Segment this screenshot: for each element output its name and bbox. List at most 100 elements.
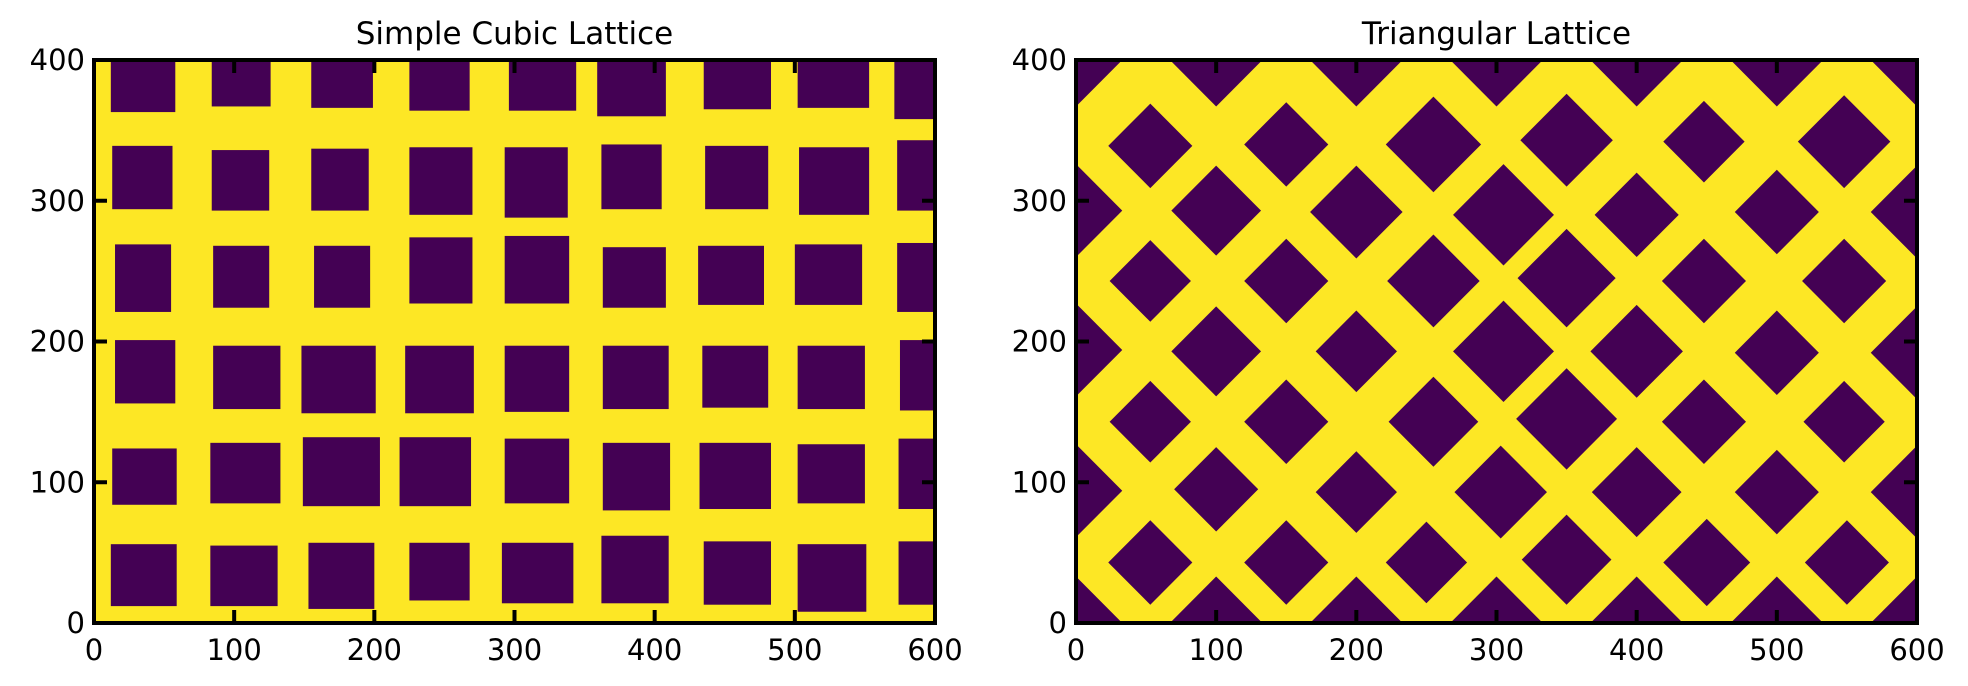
lattice-cell xyxy=(1590,60,1683,107)
lattice-cell xyxy=(311,148,369,211)
lattice-cell xyxy=(898,541,935,605)
lattice-cell xyxy=(897,242,935,312)
lattice-cell xyxy=(1109,380,1191,463)
lattice-cell xyxy=(409,237,473,304)
lattice-cell xyxy=(1171,165,1262,256)
lattice-cells xyxy=(110,60,935,612)
lattice-cell xyxy=(1661,379,1746,464)
lattice-cell xyxy=(1244,238,1329,324)
lattice-cell xyxy=(1734,310,1819,395)
lattice-cell xyxy=(1730,60,1824,107)
lattice-cell xyxy=(1450,576,1543,623)
lattice-cell xyxy=(1870,306,1917,400)
lattice-cell xyxy=(1310,576,1403,623)
lattice-cell xyxy=(508,60,577,111)
lattice-cell xyxy=(797,60,870,108)
x-tick-label: 300 xyxy=(1469,633,1524,667)
lattice-cell xyxy=(213,345,281,410)
lattice-cell xyxy=(1517,228,1616,328)
lattice-cell xyxy=(504,147,568,218)
lattice-cell xyxy=(601,535,669,604)
chart-title: Triangular Lattice xyxy=(1361,16,1631,52)
x-tick-label: 100 xyxy=(1188,633,1243,667)
y-tick-label: 0 xyxy=(67,606,85,640)
lattice-cell xyxy=(504,345,570,412)
lattice-cell xyxy=(308,542,375,609)
lattice-cell xyxy=(1076,164,1123,258)
lattice-cell xyxy=(1453,164,1554,266)
lattice-cell xyxy=(504,438,570,504)
lattice-cell xyxy=(311,60,373,108)
lattice-cell xyxy=(115,340,176,404)
x-tick-label: 0 xyxy=(85,633,103,667)
lattice-cell xyxy=(504,235,570,304)
lattice-cell xyxy=(210,442,281,504)
lattice-background xyxy=(94,60,935,623)
x-tick-label: 0 xyxy=(1067,633,1085,667)
lattice-cell xyxy=(210,545,278,607)
lattice-cell xyxy=(601,144,662,210)
panel-simple-cubic: 0 100 200 300 400 500 600 0 100 200 300 400 Simple C… xyxy=(30,16,963,667)
y-tick-label: 400 xyxy=(30,43,85,77)
lattice-cell xyxy=(1521,514,1612,605)
lattice-cell xyxy=(1109,240,1191,322)
lattice-cell xyxy=(1388,376,1479,467)
lattice-cell xyxy=(797,345,865,410)
lattice-cell xyxy=(1870,445,1917,539)
lattice-cell xyxy=(1108,103,1193,189)
lattice-cell xyxy=(213,245,270,308)
lattice-cell xyxy=(1171,306,1262,397)
lattice-cell xyxy=(799,147,870,215)
lattice-cell xyxy=(1590,304,1683,398)
lattice-cell xyxy=(211,150,270,211)
x-tick-label: 200 xyxy=(347,633,402,667)
lattice-cell xyxy=(797,544,867,612)
lattice-cell xyxy=(1169,576,1263,623)
lattice-cell xyxy=(1516,368,1618,470)
lattice-cells xyxy=(1076,60,1917,623)
lattice-cell xyxy=(898,438,935,509)
lattice-cell xyxy=(302,437,380,507)
lattice-cell xyxy=(112,145,173,210)
y-tick-label: 300 xyxy=(1012,184,1067,218)
lattice-cell xyxy=(115,244,172,312)
lattice-cell xyxy=(699,442,772,509)
lattice-cell xyxy=(1076,444,1123,538)
x-tick-label: 200 xyxy=(1329,633,1384,667)
lattice-cell xyxy=(112,448,177,505)
lattice-cell xyxy=(1663,518,1751,607)
lattice-cell xyxy=(1453,300,1554,403)
y-tick-label: 100 xyxy=(30,465,85,499)
y-tick-label: 200 xyxy=(1012,325,1067,359)
lattice-cell xyxy=(1804,520,1889,605)
lattice-cell xyxy=(1387,234,1480,328)
lattice-cell xyxy=(1454,445,1547,539)
x-tick-label: 400 xyxy=(627,633,682,667)
lattice-cell xyxy=(602,247,666,308)
lattice-cell xyxy=(1734,449,1819,535)
lattice-cell xyxy=(1315,451,1397,533)
lattice-cell xyxy=(409,542,470,601)
lattice-cell xyxy=(211,60,271,107)
y-tick-label: 400 xyxy=(1012,43,1067,77)
y-tick-label: 0 xyxy=(1049,606,1067,640)
y-tick-label: 200 xyxy=(30,325,85,359)
lattice-cell xyxy=(1108,520,1193,605)
lattice-cell xyxy=(797,444,865,504)
lattice-cell xyxy=(703,541,772,605)
lattice-cell xyxy=(1310,60,1403,107)
lattice-cell xyxy=(1870,165,1917,259)
lattice-cell xyxy=(1310,165,1403,259)
lattice-cell xyxy=(1802,238,1887,324)
lattice-cell xyxy=(703,60,772,110)
x-tick-label: 500 xyxy=(767,633,822,667)
lattice-cell xyxy=(794,244,863,305)
lattice-cell xyxy=(409,60,470,111)
lattice-cell xyxy=(894,60,935,120)
x-tick-label: 300 xyxy=(487,633,542,667)
lattice-cell xyxy=(602,345,669,410)
x-tick-label: 500 xyxy=(1749,633,1804,667)
lattice-cell xyxy=(409,147,473,215)
lattice-cell xyxy=(702,345,769,408)
